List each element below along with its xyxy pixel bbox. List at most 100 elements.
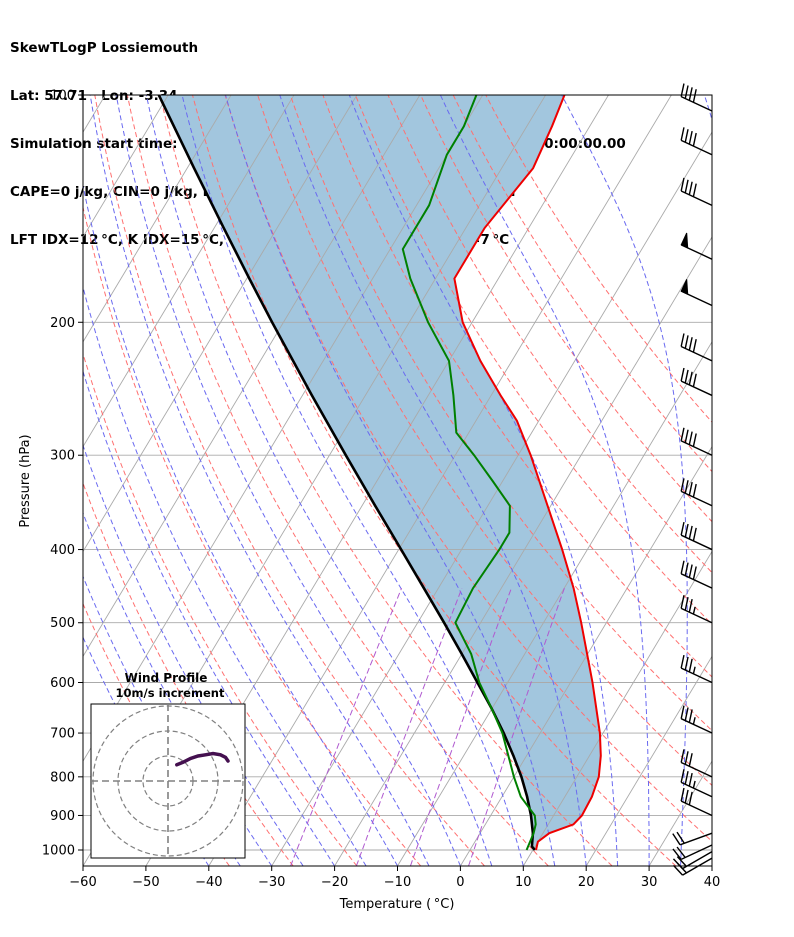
dry-adiabat [485, 95, 712, 423]
wind-barb-flag [692, 89, 697, 103]
moist-adiabat [561, 95, 688, 866]
x-tick-label: −50 [132, 875, 159, 890]
wind-barb [680, 279, 713, 307]
wind-barb-flag [684, 335, 689, 349]
wind-barb-staff [680, 490, 713, 507]
wind-barb-flag [688, 525, 693, 540]
wind-barb [680, 595, 713, 624]
wind-barb-half-flag [692, 780, 696, 789]
isotherm-line [648, 760, 712, 866]
wind-barb-staff [680, 440, 713, 456]
wind-barb [672, 831, 713, 846]
y-tick-label: 500 [50, 616, 75, 631]
wind-barb-flag [672, 833, 681, 846]
wind-barb-staff [680, 761, 713, 778]
y-tick-label: 200 [50, 316, 75, 331]
moist-adiabat [83, 285, 367, 866]
wind-barb-half-flag [692, 606, 696, 615]
wind-barb [680, 232, 713, 260]
wind-barb-flag [684, 179, 689, 194]
wind-barb-flag [692, 433, 697, 447]
wind-barb-flag [688, 482, 693, 496]
wind-barb-pennant [680, 279, 689, 295]
dry-adiabat [452, 95, 712, 473]
cape-cin-shading [158, 95, 601, 850]
wind-barb-flag [684, 597, 689, 611]
wind-barb-flag [684, 85, 689, 99]
parcel-profile-line [157, 95, 536, 851]
wind-barb [680, 127, 713, 156]
wind-barb [680, 560, 713, 589]
hodograph-subtitle: 10m/s increment [116, 686, 225, 700]
hodograph-trace [175, 751, 230, 767]
wind-barb-flag [680, 333, 685, 347]
wind-barb-flag [684, 656, 689, 671]
isotherm-line [83, 95, 421, 658]
dry-adiabat [126, 95, 549, 866]
dry-adiabat [94, 95, 485, 866]
mixing-ratio-line [290, 588, 403, 866]
wind-barb-staff [680, 844, 713, 861]
moist-adiabat [83, 369, 336, 866]
wind-barb-flag [684, 771, 689, 785]
dry-adiabat [159, 95, 613, 866]
isotherm-line [83, 95, 232, 343]
wind-barb-staff [680, 607, 713, 624]
wind-barb-staff [679, 832, 713, 846]
wind-barb-staff [680, 95, 713, 112]
moist-adiabat [83, 636, 210, 866]
wind-barb-flag [680, 787, 685, 802]
wind-barb-flag [680, 654, 685, 669]
x-tick-label: −60 [69, 875, 96, 890]
x-tick-label: 30 [641, 875, 658, 890]
wind-barb-half-flag [692, 717, 696, 725]
wind-barb-flag [688, 87, 693, 101]
wind-barb-flag [684, 789, 689, 804]
wind-barb [672, 851, 713, 870]
wind-barb [672, 857, 713, 876]
wind-barb-flag [692, 483, 697, 498]
wind-barb-flag [680, 560, 685, 574]
dry-adiabat [192, 95, 677, 866]
x-tick-label: −10 [384, 875, 411, 890]
wind-barb-flag [684, 523, 689, 538]
wind-barb-flag [692, 527, 697, 542]
x-tick-label: −40 [195, 875, 222, 890]
dry-adiabat [83, 352, 358, 866]
wind-barb-flag [688, 772, 693, 787]
isotherm-line [585, 655, 712, 866]
wind-barb-flag [684, 429, 689, 443]
dry-adiabat [83, 481, 294, 866]
wind-barb-flag [688, 337, 693, 351]
wind-barb-flag [684, 369, 689, 384]
wind-barb [680, 333, 713, 362]
wind-barb-flag [692, 339, 697, 353]
wind-barb-staff [682, 851, 713, 870]
axes: −60 −50 −40 −30 −20 −10 0 10 20 30 40 100 200 300 400 5… [42, 89, 720, 891]
wind-barb-flag [688, 598, 693, 613]
wind-barb-flag [684, 707, 689, 721]
wind-barbs [672, 83, 713, 876]
wind-barb-flag [688, 658, 693, 673]
wind-barb-flag [684, 480, 689, 494]
mixing-ratio-line [409, 588, 512, 866]
wind-barb-flag [688, 131, 693, 145]
y-tick-label: 800 [50, 770, 75, 785]
wind-barb-flag [680, 478, 685, 492]
moist-adiabat [83, 575, 241, 866]
dry-adiabat [83, 205, 422, 866]
wind-barb-staff [680, 345, 713, 362]
wind-barb-staff [680, 667, 713, 684]
moist-adiabat [115, 95, 461, 866]
x-tick-label: −30 [258, 875, 285, 890]
temperature-profile-line [453, 95, 602, 851]
x-axis-label: Temperature ( °C) [339, 897, 455, 912]
moist-adiabat [225, 95, 556, 866]
isotherm-line [334, 236, 712, 866]
wind-barb-flag [680, 769, 685, 783]
wind-barb-flag [688, 181, 693, 195]
wind-barb-flag [688, 564, 693, 578]
dry-adiabat [387, 95, 712, 574]
isotherm-line [83, 95, 295, 448]
